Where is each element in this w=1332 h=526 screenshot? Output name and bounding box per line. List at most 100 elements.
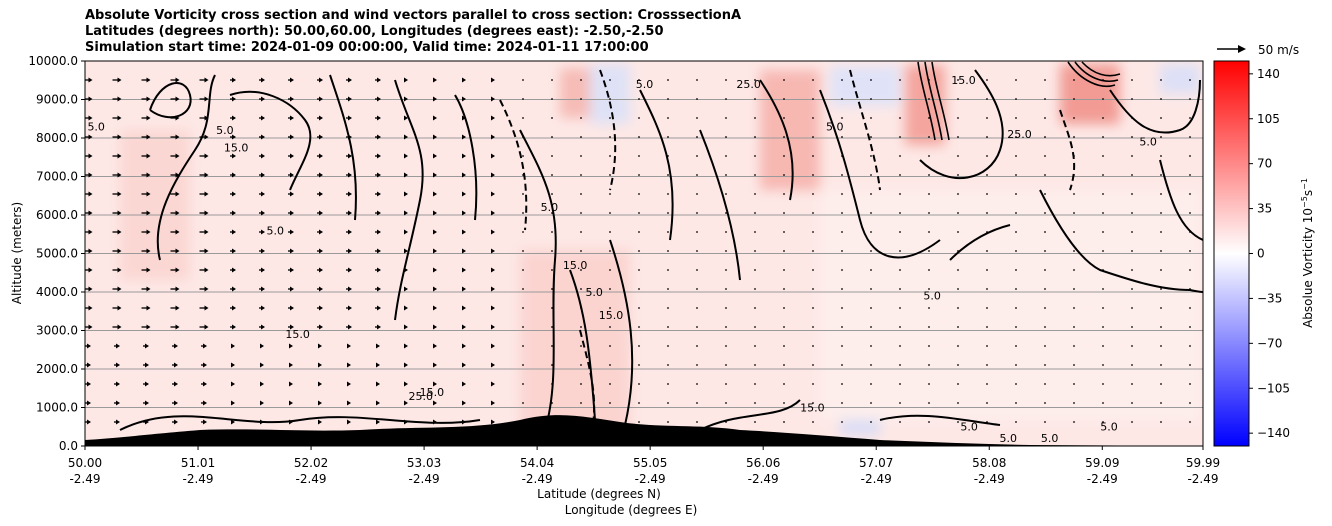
wind-vector — [812, 231, 814, 233]
field-blob — [760, 70, 820, 190]
x-tick-label-lat: 52.02 — [294, 456, 328, 470]
wind-vector — [433, 134, 437, 140]
y-tick-label: 8000.0 — [36, 131, 78, 145]
wind-vector — [288, 153, 294, 159]
wind-vector — [986, 383, 988, 385]
wind-vector — [433, 286, 437, 292]
wind-vector — [1102, 269, 1104, 271]
wind-vector — [1131, 421, 1133, 423]
wind-vector — [317, 115, 323, 121]
wind-vector — [522, 212, 524, 214]
wind-vector — [491, 248, 495, 254]
wind-vector — [141, 229, 151, 235]
wind-vector — [899, 174, 901, 176]
contour-bundle — [917, 61, 1121, 141]
x-tick-label-lon: -2.49 — [409, 472, 440, 486]
wind-vector — [404, 248, 408, 254]
wind-vector — [638, 117, 640, 119]
wind-vector — [375, 191, 381, 197]
wind-vector — [1160, 269, 1162, 271]
wind-vector — [667, 174, 669, 176]
x-tick-label-lon: -2.49 — [861, 472, 892, 486]
wind-vector — [1189, 364, 1191, 366]
y-axis: 0.0 1000.0 2000.0 3000.0 4000.0 5000.0 6000.0 7… — [28, 54, 85, 453]
wind-vector — [433, 248, 437, 254]
wind-vector — [404, 210, 408, 216]
contour-line — [149, 82, 192, 119]
wind-vector — [170, 248, 180, 254]
wind-vector — [433, 77, 437, 83]
wind-vector — [141, 153, 151, 159]
wind-vector — [1015, 174, 1017, 176]
wind-vector — [141, 191, 151, 197]
wind-vector — [783, 307, 785, 309]
contour-label: 5.0 — [267, 224, 285, 237]
wind-vector — [696, 212, 698, 214]
wind-vector — [725, 98, 727, 100]
contour-line — [819, 89, 941, 259]
wind-vector — [899, 421, 901, 423]
wind-vector — [491, 362, 495, 368]
wind-vector — [957, 402, 959, 404]
wind-vector — [609, 402, 611, 404]
wind-vector — [404, 77, 408, 83]
wind-vector — [725, 269, 727, 271]
wind-vector — [551, 383, 553, 385]
wind-vector — [491, 324, 495, 330]
wind-vector — [141, 77, 151, 83]
wind-vector — [580, 231, 582, 233]
wind-vector — [638, 136, 640, 138]
wind-vector — [580, 307, 582, 309]
wind-vector — [522, 174, 524, 176]
wind-vector — [141, 248, 151, 254]
wind-vector — [1073, 136, 1075, 138]
wind-vector — [957, 98, 959, 100]
wind-vector — [1015, 326, 1017, 328]
wind-vector — [375, 77, 381, 83]
wind-vector — [433, 153, 437, 159]
wind-vector — [317, 324, 323, 330]
wind-vector — [85, 172, 93, 178]
wind-vector — [899, 326, 901, 328]
colorbar: 140 105 70 35 0 −35 −70 −105 −140 Absolue Vortic… — [1213, 60, 1315, 447]
wind-vector — [783, 212, 785, 214]
wind-vector — [170, 134, 180, 140]
wind-vector — [609, 383, 611, 385]
wind-vector — [696, 269, 698, 271]
wind-vector — [230, 305, 236, 311]
wind-vector — [551, 231, 553, 233]
wind-vector — [725, 421, 727, 423]
wind-vector — [114, 343, 120, 349]
colorbar-label-unit: s — [1301, 190, 1315, 196]
wind-vector — [231, 400, 235, 406]
wind-vector — [491, 286, 495, 292]
wind-vector — [1189, 383, 1191, 385]
wind-vector — [957, 193, 959, 195]
wind-vector — [551, 193, 553, 195]
wind-vector — [201, 343, 207, 349]
colorbar-tick-label: 0 — [1257, 247, 1265, 261]
quiver-key-arrowhead — [1238, 45, 1246, 53]
wind-vector — [462, 248, 466, 254]
contour-line — [919, 69, 1004, 179]
wind-vector — [1044, 364, 1046, 366]
wind-vector — [812, 117, 814, 119]
wind-vector — [1160, 98, 1162, 100]
wind-vector — [812, 307, 814, 309]
wind-vector — [899, 250, 901, 252]
wind-vector — [1189, 193, 1191, 195]
wind-vector — [870, 136, 872, 138]
wind-vector — [85, 248, 93, 254]
wind-vector — [783, 155, 785, 157]
wind-vector — [899, 98, 901, 100]
wind-vector — [259, 229, 265, 235]
wind-vector — [1073, 174, 1075, 176]
wind-vector — [433, 210, 437, 216]
wind-vector — [522, 98, 524, 100]
wind-vector — [346, 172, 352, 178]
vorticity-field — [85, 61, 1203, 446]
wind-vector — [609, 193, 611, 195]
wind-vector — [986, 193, 988, 195]
wind-vector — [580, 117, 582, 119]
wind-vector — [85, 115, 93, 121]
